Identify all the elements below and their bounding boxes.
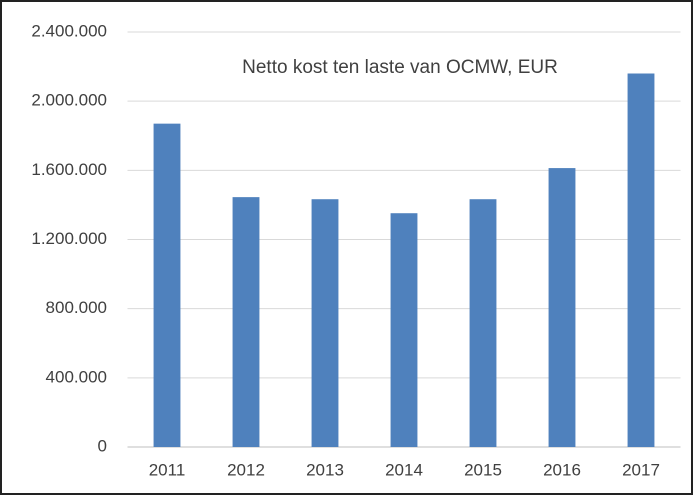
y-tick-label: 800.000 [46,298,107,317]
bar [232,197,260,447]
y-tick-label: 0 [98,436,107,455]
x-tick-label: 2013 [306,460,344,479]
y-tick-label: 2.000.000 [31,91,107,110]
bar [311,199,339,447]
y-tick-label: 400.000 [46,367,107,386]
bar [153,123,181,447]
y-tick-label: 2.400.000 [31,21,107,40]
bar [548,168,576,447]
chart-title: Netto kost ten laste van OCMW, EUR [242,57,558,78]
x-tick-label: 2011 [149,460,186,479]
bar [469,199,497,447]
bar [627,73,655,447]
y-tick-label: 1.600.000 [31,160,107,179]
x-tick-label: 2017 [622,460,660,479]
x-tick-label: 2012 [227,460,265,479]
y-tick-label: 1.200.000 [31,229,107,248]
x-tick-label: 2014 [385,460,423,479]
bar [390,213,418,447]
x-tick-label: 2016 [543,460,581,479]
x-tick-label: 2015 [464,460,502,479]
